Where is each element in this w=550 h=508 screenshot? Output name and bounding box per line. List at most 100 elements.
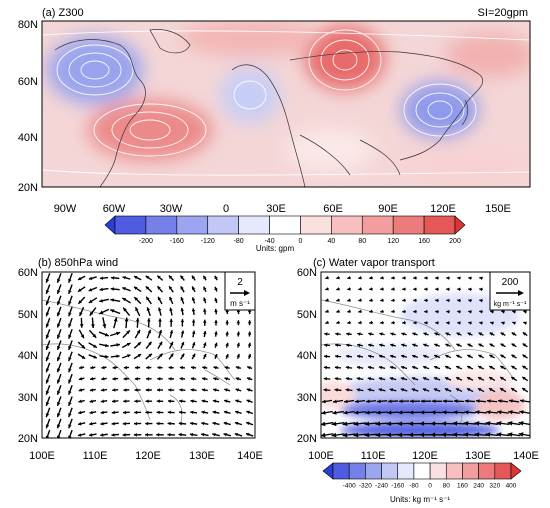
- vector-arrow: [435, 321, 439, 325]
- vector-arrow: [110, 354, 120, 359]
- vector-arrow: [225, 320, 229, 326]
- vector-arrow: [446, 298, 450, 303]
- vector-arrow: [191, 286, 196, 293]
- vector-arrow: [468, 310, 472, 314]
- vector-arrow: [522, 365, 528, 370]
- vector-arrow: [434, 343, 440, 347]
- vector-arrow: [431, 410, 443, 415]
- vector-arrow: [157, 341, 163, 350]
- vector-arrow: [214, 275, 218, 281]
- vector-arrow: [133, 353, 142, 360]
- vector-arrow: [247, 353, 252, 359]
- vector-arrow: [111, 399, 119, 404]
- vector-arrow: [378, 388, 386, 392]
- vector-arrow: [68, 340, 73, 351]
- vector-arrow: [89, 410, 97, 415]
- vector-arrow: [201, 377, 208, 381]
- vector-arrow: [110, 343, 121, 347]
- vector-arrow: [178, 432, 187, 437]
- vector-arrow: [455, 387, 463, 393]
- vector-arrow: [122, 275, 131, 280]
- vector-arrow: [501, 310, 505, 314]
- vector-arrow: [479, 298, 483, 303]
- vector-arrow: [466, 365, 474, 370]
- vector-arrow: [323, 376, 331, 381]
- vector-arrow: [235, 377, 242, 381]
- vector-arrow: [168, 353, 174, 360]
- vector-arrow: [499, 387, 507, 393]
- vector-arrow: [486, 399, 498, 403]
- vector-arrow: [391, 298, 395, 303]
- vector-arrow: [91, 317, 95, 329]
- vector-arrow: [123, 365, 130, 370]
- vector-arrow: [468, 298, 472, 303]
- vector-arrow: [358, 309, 362, 314]
- colorbar-tick-label: 120: [387, 238, 399, 245]
- vector-arrow: [321, 410, 333, 415]
- vector-arrow: [180, 296, 185, 304]
- vector-arrow: [347, 275, 351, 280]
- vector-arrow: [468, 276, 472, 280]
- vector-arrow: [145, 388, 152, 392]
- vector-arrow: [77, 296, 86, 305]
- vector-arrow: [56, 418, 62, 429]
- vector-arrow: [343, 410, 355, 415]
- vector-arrow: [112, 365, 118, 370]
- ref-units: kg m⁻¹ s⁻¹: [494, 301, 527, 308]
- vector-arrow: [156, 432, 164, 437]
- colorbar-tick-label: -400: [343, 483, 356, 490]
- vector-arrow: [467, 354, 473, 359]
- vector-arrow: [109, 309, 121, 315]
- vector-arrow: [485, 421, 499, 426]
- vector-arrow: [356, 376, 364, 381]
- vector-arrow: [56, 351, 62, 362]
- vector-arrow: [424, 298, 428, 303]
- vector-arrow: [435, 287, 439, 292]
- vector-arrow: [78, 376, 85, 381]
- vector-arrow: [146, 365, 152, 370]
- vector-arrow: [145, 275, 153, 281]
- vector-arrow: [122, 307, 131, 317]
- vector-arrow: [124, 317, 129, 329]
- vector-arrow: [122, 433, 131, 437]
- vector-arrow: [464, 399, 476, 403]
- vector-arrow: [400, 388, 408, 392]
- vector-arrow: [336, 320, 340, 325]
- vector-arrow: [134, 399, 141, 404]
- lon-label: 90E: [378, 203, 398, 215]
- vector-arrow: [522, 343, 528, 348]
- vector-arrow: [521, 387, 529, 393]
- vector-arrow: [408, 421, 422, 426]
- vector-arrow: [334, 354, 342, 359]
- vector-arrow: [336, 298, 340, 302]
- vector-arrow: [99, 287, 109, 292]
- vector-arrow: [202, 365, 208, 370]
- vector-arrow: [518, 420, 530, 426]
- vector-arrow: [56, 385, 62, 395]
- vector-arrow: [398, 410, 410, 415]
- vector-arrow: [190, 377, 197, 381]
- vector-arrow: [122, 354, 131, 359]
- vector-arrow: [169, 318, 174, 327]
- vector-arrow: [325, 298, 329, 302]
- vector-arrow: [412, 343, 418, 347]
- colorbar-tick-label: 160: [457, 483, 468, 490]
- vector-arrow: [168, 296, 174, 305]
- vector-arrow: [400, 376, 408, 381]
- colorbar-swatch: [397, 462, 415, 480]
- vector-arrow: [145, 341, 153, 350]
- vector-arrow: [145, 421, 153, 426]
- colorbar-swatch: [269, 215, 301, 235]
- vector-arrow: [180, 319, 185, 327]
- vector-arrow: [90, 365, 96, 370]
- vector-arrow: [101, 376, 107, 381]
- vector-arrow: [189, 421, 198, 426]
- vector-arrow: [479, 276, 483, 280]
- vector-arrow: [223, 421, 231, 426]
- vector-arrow: [518, 432, 530, 437]
- colorbar-swatch: [429, 462, 447, 480]
- vector-arrow: [324, 343, 330, 348]
- vector-arrow: [467, 332, 473, 336]
- vector-arrow: [475, 410, 487, 415]
- vector-arrow: [477, 376, 485, 381]
